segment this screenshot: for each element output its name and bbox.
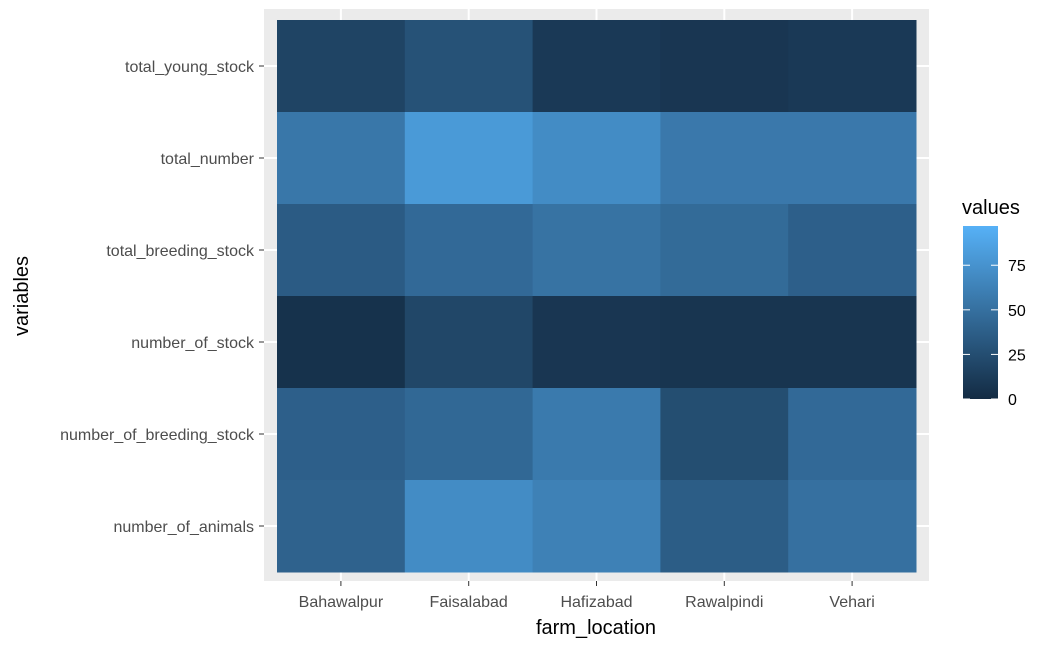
heatmap-cell xyxy=(404,204,534,297)
heatmap-cell xyxy=(788,388,917,481)
legend-ticks: 0 25 50 75 xyxy=(963,258,1026,409)
heatmap-cell xyxy=(660,296,789,389)
legend-colorbar xyxy=(963,226,998,399)
heatmap-cell xyxy=(660,204,789,297)
heatmap-cell xyxy=(788,112,917,205)
heatmap-cell xyxy=(788,480,917,573)
heatmap-cell xyxy=(277,480,406,573)
heatmap-cell xyxy=(660,388,789,481)
heatmap-cell xyxy=(277,20,406,113)
heatmap-cells xyxy=(277,20,917,573)
y-tick-label: number_of_breeding_stock xyxy=(60,427,255,444)
heatmap-cell xyxy=(660,480,789,573)
heatmap-cell xyxy=(660,112,789,205)
heatmap-cell xyxy=(404,20,534,113)
y-tick-label: number_of_animals xyxy=(113,519,254,536)
x-tick-label: Faisalabad xyxy=(430,594,508,611)
heatmap-cell xyxy=(404,388,534,481)
y-tick-label: total_number xyxy=(161,151,255,168)
heatmap-cell xyxy=(532,296,661,389)
heatmap-cell xyxy=(532,480,661,573)
heatmap-cell xyxy=(788,20,917,113)
y-axis-title: variables xyxy=(11,256,33,336)
x-tick-label: Hafizabad xyxy=(560,594,632,611)
heatmap-cell xyxy=(532,20,661,113)
x-tick-label: Bahawalpur xyxy=(299,594,384,611)
y-tick-label: number_of_stock xyxy=(131,335,255,352)
heatmap-cell xyxy=(277,112,406,205)
heatmap-cell xyxy=(788,296,917,389)
x-axis-title: farm_location xyxy=(536,617,656,639)
y-tick-label: total_young_stock xyxy=(125,59,255,76)
y-axis-ticks: total_young_stock total_number total_breed… xyxy=(60,59,264,536)
heatmap-cell xyxy=(532,204,661,297)
heatmap-cell xyxy=(788,204,917,297)
heatmap-cell xyxy=(532,112,661,205)
color-legend: values 0 25 50 75 xyxy=(962,197,1026,409)
heatmap-cell xyxy=(277,388,406,481)
x-axis-ticks: Bahawalpur Faisalabad Hafizabad Rawalpindi V… xyxy=(299,581,875,611)
x-tick-label: Rawalpindi xyxy=(685,594,763,611)
heatmap-cell xyxy=(404,296,534,389)
legend-title: values xyxy=(962,197,1020,219)
heatmap-cell xyxy=(277,204,406,297)
y-tick-label: total_breeding_stock xyxy=(106,243,255,260)
legend-tick-label: 0 xyxy=(1008,392,1017,409)
legend-tick-label: 75 xyxy=(1008,258,1026,275)
heatmap-cell xyxy=(277,296,406,389)
heatmap-cell xyxy=(660,20,789,113)
heatmap-cell xyxy=(532,388,661,481)
legend-tick-label: 50 xyxy=(1008,303,1026,320)
heatmap-cell xyxy=(404,480,534,573)
heatmap-cell xyxy=(404,112,534,205)
x-tick-label: Vehari xyxy=(829,594,874,611)
legend-tick-label: 25 xyxy=(1008,347,1026,364)
